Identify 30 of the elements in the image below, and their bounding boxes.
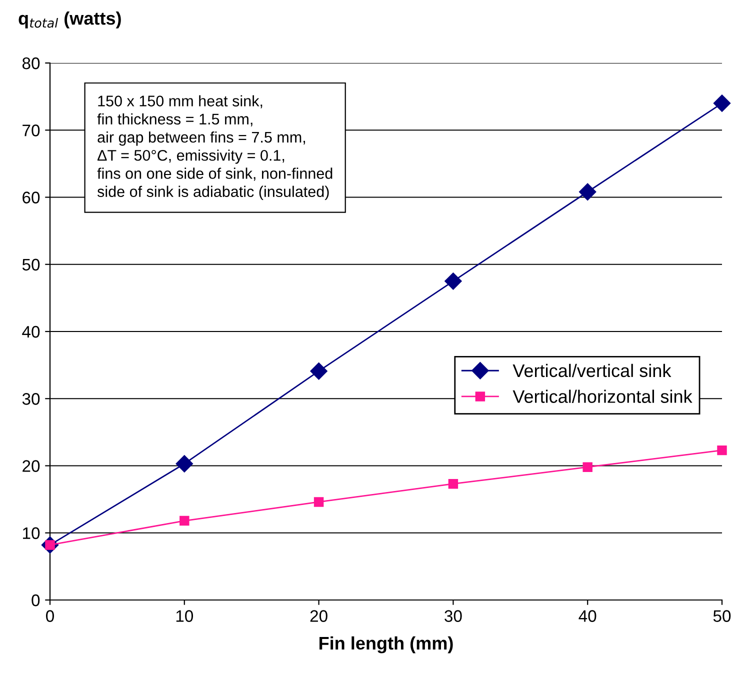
- y-tick-label: 50: [22, 258, 40, 271]
- x-tick-label: 0: [46, 610, 54, 622]
- point: [713, 94, 731, 112]
- x-tick-label: 40: [578, 610, 596, 622]
- x-tick-label: 50: [713, 610, 731, 622]
- point: [444, 272, 462, 290]
- y-tick-label: 10: [23, 527, 40, 540]
- point: [180, 516, 190, 526]
- x-tick-label: 10: [176, 610, 194, 622]
- legend-label: Vertical/vertical sink: [512, 364, 672, 378]
- y-tick-label: 40: [22, 326, 40, 338]
- point: [314, 497, 324, 507]
- annotation: 150 x 150 mm heat sink, fin thickness = 1.5 mm, air gap between fins = 7.5 mm, ΔT = 50°C, emissivity = 0.1, fins on one side of sink, non-finned side of sink is adiabatic (insulated): [97, 95, 332, 200]
- y-tick-label: 80: [22, 57, 40, 70]
- x-tick-label: 20: [310, 610, 328, 622]
- y-tick-label: 30: [22, 393, 40, 405]
- y-tick-label: 70: [22, 124, 40, 136]
- y-tick-label: 60: [22, 192, 40, 204]
- y-tick-label: 20: [22, 460, 40, 472]
- legend-label: Vertical/horizontal sink: [512, 390, 692, 403]
- point: [717, 445, 727, 456]
- y-tick-label: 0: [32, 594, 40, 606]
- x-tick-label: 30: [444, 610, 462, 622]
- point: [448, 479, 458, 489]
- point: [582, 462, 592, 472]
- point: [579, 183, 596, 200]
- point: [310, 362, 328, 380]
- point: [176, 455, 193, 472]
- x-axis-title: Fin length (mm): [320, 636, 453, 654]
- y-axis-title: q$_{total}$ (watts): [18, 12, 121, 28]
